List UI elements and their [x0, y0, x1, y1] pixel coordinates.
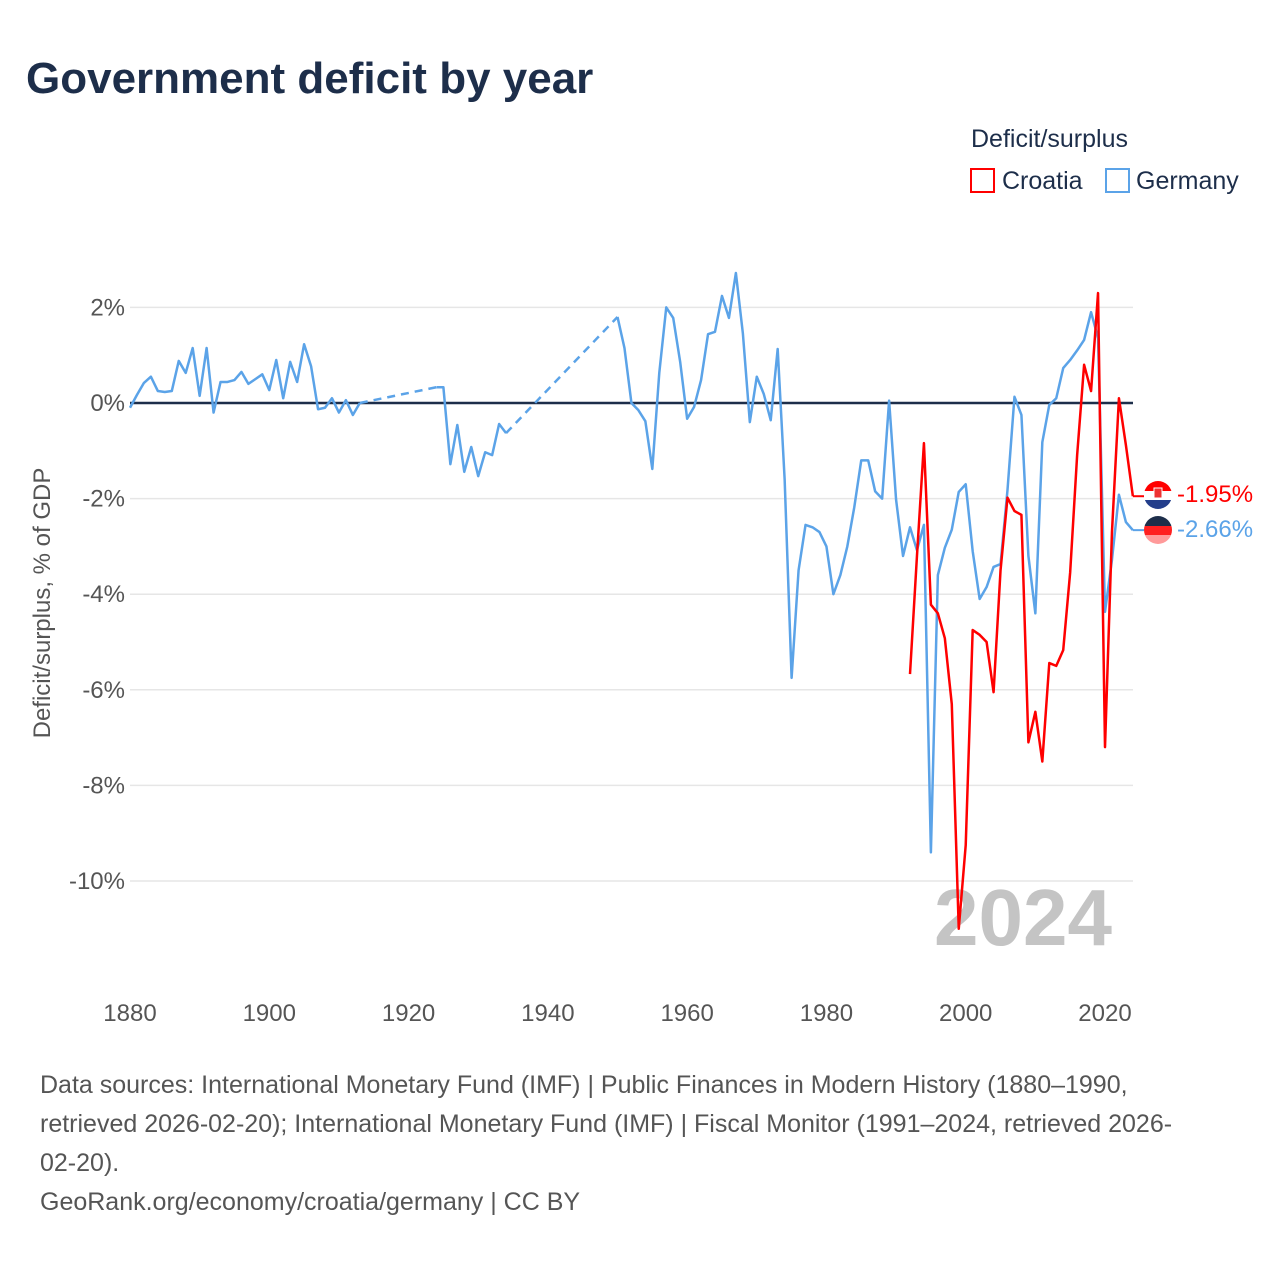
legend-swatch-germany: [1105, 168, 1130, 193]
legend-label-croatia: Croatia: [1002, 167, 1083, 195]
germany-gap-dashed: [359, 386, 437, 405]
germany-line-segment: [436, 385, 508, 478]
series-lines: [128, 271, 1144, 931]
series-germany: [128, 271, 1144, 854]
croatia-end-label: -1.95%: [1177, 481, 1253, 508]
footer-sources-line-1: Data sources: International Monetary Fun…: [40, 1071, 1128, 1099]
x-tick-label: 2000: [939, 1000, 992, 1027]
x-tick-label: 1960: [660, 1000, 713, 1027]
x-tick-label: 1920: [382, 1000, 435, 1027]
series-croatia: [908, 291, 1144, 931]
y-axis-label: Deficit/surplus, % of GDP: [29, 468, 56, 739]
x-tick-label: 1900: [243, 1000, 296, 1027]
footer-attribution-link[interactable]: GeoRank.org/economy/croatia/germany | CC…: [40, 1188, 580, 1216]
legend-label-germany: Germany: [1136, 167, 1239, 195]
germany-flag-icon: [1144, 516, 1172, 544]
x-axis-ticks: 1880 1900 1920 1940 1960 1980 2000 2020: [103, 1000, 1131, 1027]
footer-sources-line-3: 02-20).: [40, 1149, 119, 1177]
croatia-line-segment: [908, 291, 1135, 931]
y-tick-label: 0%: [90, 390, 125, 417]
y-tick-label: 2%: [90, 294, 125, 321]
x-tick-label: 1880: [103, 1000, 156, 1027]
year-watermark: 2024: [934, 873, 1112, 962]
germany-end-label: -2.66%: [1177, 516, 1253, 543]
y-tick-label: -6%: [82, 677, 125, 704]
y-axis-ticks: 2% 0% -2% -4% -6% -8% -10%: [69, 294, 125, 895]
footer: Data sources: International Monetary Fun…: [40, 1071, 1172, 1216]
x-tick-label: 1980: [800, 1000, 853, 1027]
y-tick-label: -2%: [82, 486, 125, 513]
croatia-flag-icon: [1144, 481, 1172, 509]
chart-title: Government deficit by year: [26, 54, 593, 103]
y-tick-label: -10%: [69, 868, 125, 895]
legend-swatch-croatia: [970, 168, 995, 193]
x-tick-label: 2020: [1078, 1000, 1131, 1027]
germany-line-segment: [616, 271, 1134, 854]
y-tick-label: -4%: [82, 581, 125, 608]
x-tick-label: 1940: [521, 1000, 574, 1027]
germany-line-segment: [128, 342, 361, 417]
germany-gap-dashed: [505, 316, 619, 434]
footer-sources-line-2: retrieved 2026-02-20); International Mon…: [40, 1110, 1172, 1138]
legend-item-germany[interactable]: Germany: [1105, 167, 1239, 195]
legend-title: Deficit/surplus: [971, 125, 1128, 153]
y-tick-label: -8%: [82, 772, 125, 799]
legend-item-croatia[interactable]: Croatia: [970, 167, 1083, 195]
